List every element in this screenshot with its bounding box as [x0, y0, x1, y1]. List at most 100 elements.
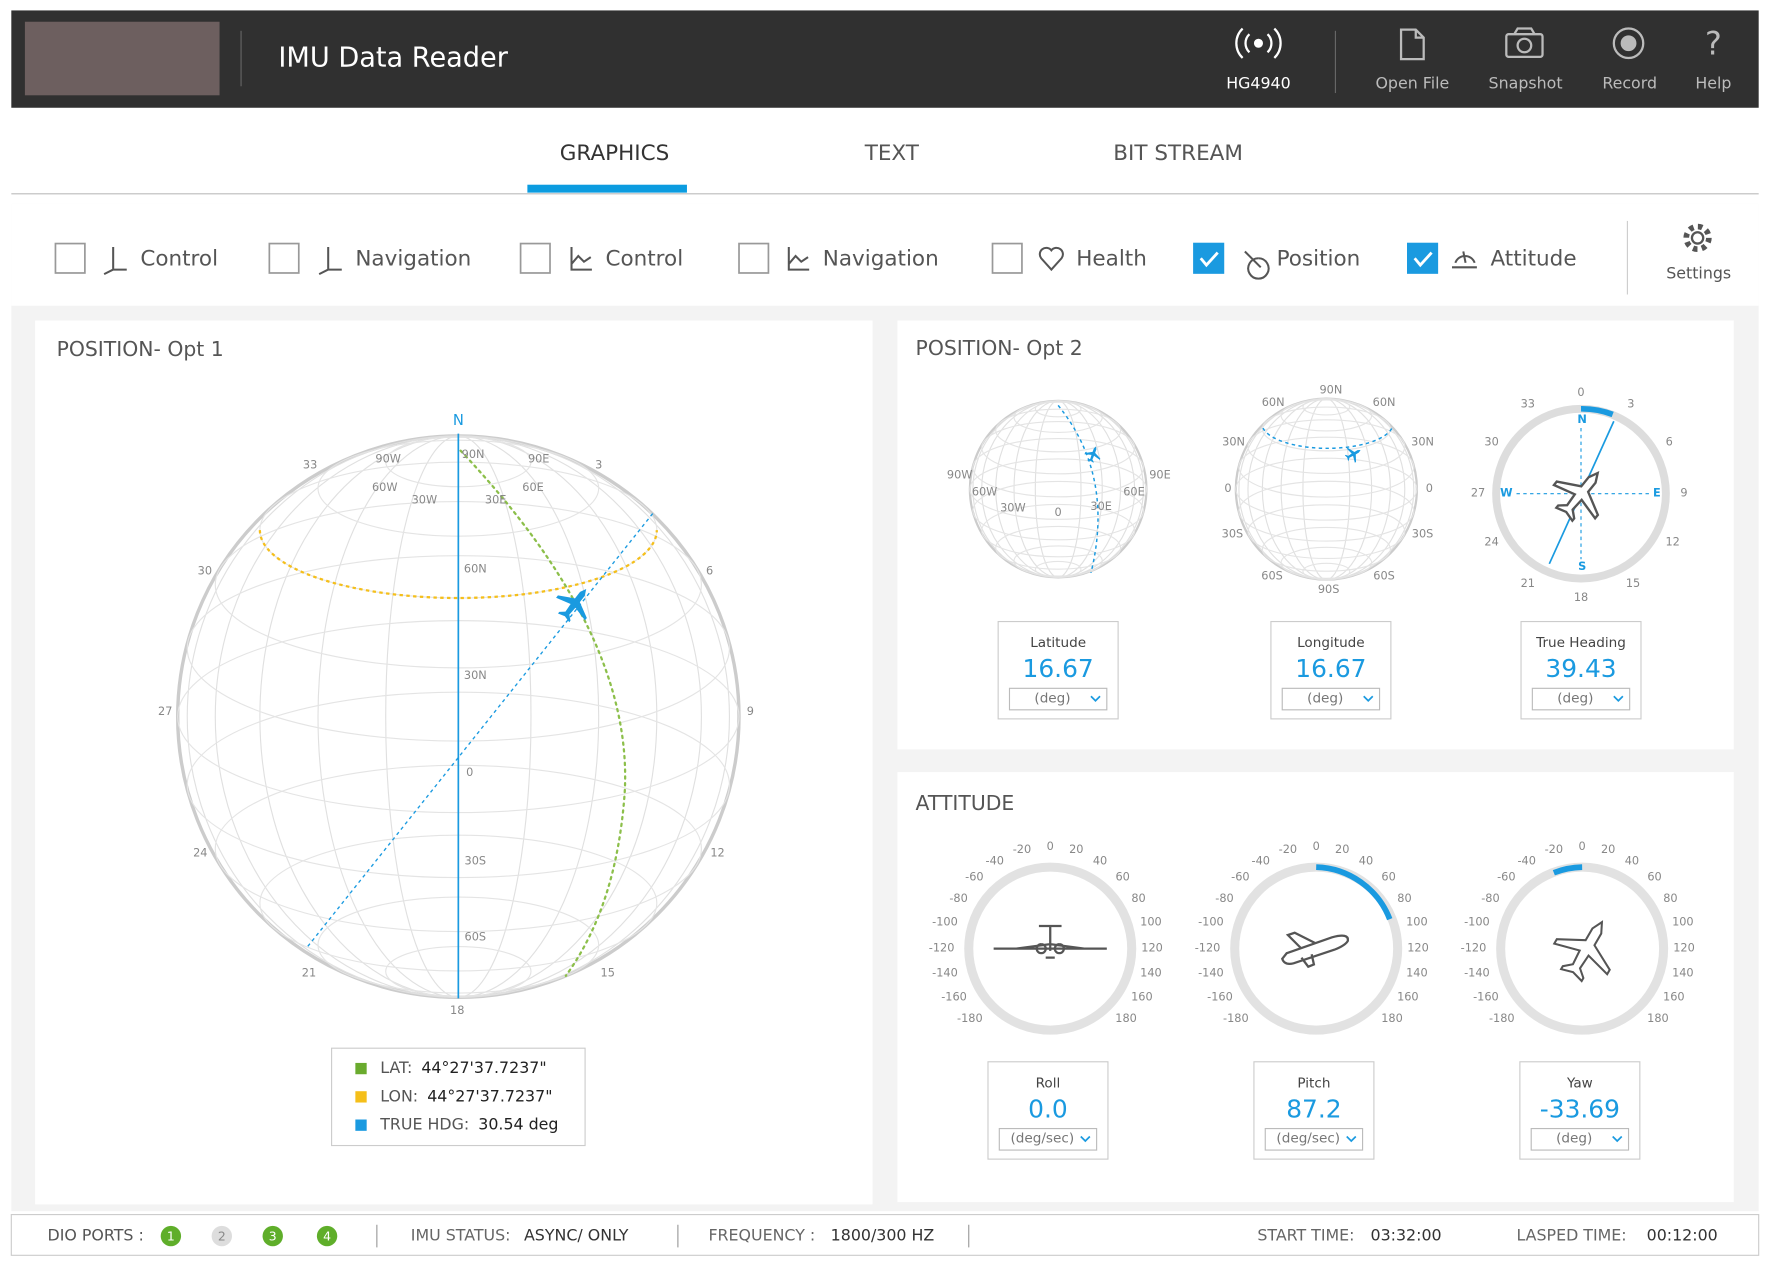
tab[interactable]: BIT STREAM — [1113, 141, 1243, 166]
dial-label: -80 — [1215, 892, 1233, 905]
filter-label[interactable]: Navigation — [823, 246, 939, 271]
dial-ring — [964, 862, 1137, 1035]
globe-label: 60N — [464, 562, 487, 575]
cardinal: E — [1653, 487, 1661, 500]
globe-label: 30S — [465, 854, 487, 867]
dial-label: -20 — [1279, 843, 1297, 856]
action-label[interactable]: Record — [1602, 73, 1657, 92]
checkbox[interactable] — [991, 242, 1023, 274]
compass-label: 15 — [601, 967, 615, 980]
compass-label: 3 — [595, 458, 602, 471]
compass-label: 12 — [710, 847, 724, 860]
dio-port-label: 4 — [323, 1229, 331, 1244]
status-value: 00:12:00 — [1647, 1226, 1718, 1245]
filter-icon — [318, 246, 342, 276]
dial-label: -80 — [1481, 892, 1499, 905]
readout-value: 39.43 — [1545, 654, 1616, 683]
checkbox[interactable] — [268, 242, 300, 274]
status-bar — [10, 1214, 1760, 1256]
settings-label[interactable]: Settings — [1666, 264, 1731, 283]
unit-dropdown[interactable] — [1264, 1127, 1364, 1151]
unit: (deg/sec) — [1010, 1131, 1074, 1147]
filter-label[interactable]: Position — [1277, 246, 1361, 271]
legend-label: LON: — [380, 1086, 418, 1105]
unit-dropdown[interactable] — [1008, 687, 1108, 711]
dial-label: 100 — [1406, 916, 1428, 929]
globe-label: 60N — [1262, 396, 1285, 409]
checkbox[interactable] — [54, 242, 86, 274]
readout-label: Yaw — [1566, 1075, 1593, 1091]
dial-label: 160 — [1131, 990, 1153, 1003]
unit-dropdown[interactable] — [998, 1127, 1098, 1151]
tab[interactable]: TEXT — [864, 141, 920, 166]
dial-label: -180 — [1223, 1012, 1249, 1025]
filter-label[interactable]: Control — [140, 246, 218, 271]
globe-label: 90N — [1319, 384, 1342, 397]
dial-label: -60 — [965, 870, 983, 883]
dial-label: 0 — [1047, 840, 1054, 853]
filter-icon — [103, 246, 127, 276]
action-label[interactable]: Snapshot — [1489, 73, 1563, 92]
legend-value: 44°27'37.7237" — [421, 1058, 546, 1077]
unit-dropdown[interactable] — [1530, 1127, 1630, 1151]
compass-label: 18 — [1574, 591, 1588, 604]
dial-label: -140 — [1198, 967, 1224, 980]
parallel — [972, 437, 1144, 498]
globe-label: 60W — [372, 481, 398, 494]
status-value: 1800/300 HZ — [831, 1226, 935, 1245]
compass-label: 12 — [1665, 535, 1679, 548]
dial-label: -120 — [929, 942, 955, 955]
globe-label: 30N — [1411, 436, 1434, 449]
unit-dropdown[interactable] — [1281, 687, 1381, 711]
unit-dropdown[interactable] — [1531, 687, 1631, 711]
chevron — [1363, 695, 1374, 702]
filter-label[interactable]: Navigation — [355, 246, 471, 271]
filter-label[interactable]: Attitude — [1490, 246, 1576, 271]
globe-label: 0 — [1426, 482, 1433, 495]
dial-label: -80 — [949, 892, 967, 905]
globe-label: 60S — [465, 930, 487, 943]
legend-value: 30.54 deg — [478, 1115, 558, 1134]
dial-label: 80 — [1663, 892, 1677, 905]
action-label[interactable]: Help — [1695, 73, 1731, 92]
filter-label[interactable]: Health — [1076, 246, 1147, 271]
globe-label: 60S — [1373, 569, 1395, 582]
readout-label: Roll — [1036, 1075, 1061, 1091]
parallel — [1302, 562, 1351, 580]
parallel — [995, 525, 1122, 570]
lat-track — [459, 449, 627, 977]
globe-label: 30N — [1222, 436, 1245, 449]
filter-icon — [787, 246, 810, 271]
checkbox[interactable] — [1407, 242, 1439, 274]
compass-label: 21 — [1521, 577, 1535, 590]
tab[interactable]: GRAPHICS — [560, 141, 670, 166]
globe-label: 90W — [947, 469, 973, 482]
settings-icon — [1683, 223, 1712, 253]
readout-value: 87.2 — [1286, 1094, 1341, 1123]
filter-label[interactable]: Control — [605, 246, 683, 271]
checkbox[interactable] — [1193, 242, 1225, 274]
legend-swatch — [355, 1091, 367, 1103]
dial-label: 160 — [1397, 990, 1419, 1003]
parallel — [1280, 546, 1373, 579]
dial-label: -180 — [957, 1012, 983, 1025]
action-label[interactable]: Open File — [1375, 73, 1449, 92]
checkbox[interactable] — [738, 242, 770, 274]
dio-port — [316, 1225, 338, 1247]
compass-label: 9 — [747, 705, 754, 718]
globe-label: 30E — [1090, 500, 1112, 513]
globe-label: 30S — [1412, 527, 1434, 540]
parallel — [1302, 398, 1351, 416]
lon-track — [1262, 427, 1393, 450]
lon-track — [258, 530, 658, 600]
status-label: FREQUENCY : — [708, 1226, 815, 1245]
readout-value: 16.67 — [1295, 654, 1366, 683]
status-label: IMU STATUS: — [411, 1226, 511, 1245]
checkbox[interactable] — [519, 242, 551, 274]
globe-label: 60S — [1261, 569, 1283, 582]
globe-label: 90W — [375, 453, 401, 466]
dial-label: -160 — [1473, 990, 1499, 1003]
dial-label: 20 — [1601, 843, 1615, 856]
globe-label: 60E — [522, 481, 544, 494]
dial-label: -100 — [1198, 916, 1224, 929]
